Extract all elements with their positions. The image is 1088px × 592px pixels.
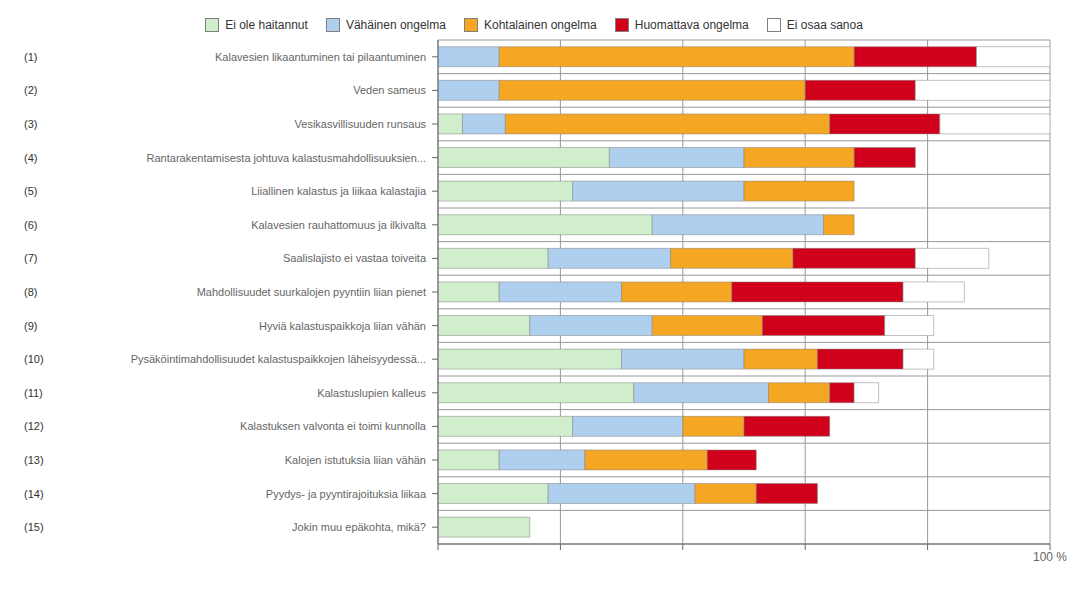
svg-text:(8): (8) (24, 286, 37, 298)
svg-text:(9): (9) (24, 320, 37, 332)
svg-text:Jokin muu epäkohta, mikä?: Jokin muu epäkohta, mikä? (292, 521, 426, 533)
svg-text:(3): (3) (24, 118, 37, 130)
html-text:Vähäinen ongelma: Vähäinen ongelma (345, 18, 446, 32)
svg-text:Kalavesien likaantuminen tai p: Kalavesien likaantuminen tai pilaantumin… (215, 51, 426, 63)
svg-text:(5): (5) (24, 185, 37, 197)
svg-text:Vesikasvillisuuden runsaus: Vesikasvillisuuden runsaus (295, 118, 427, 130)
html-text:Kohtalainen ongelma: Kohtalainen ongelma (484, 18, 597, 32)
svg-text:Veden sameus: Veden sameus (353, 84, 426, 96)
svg-text:Hyviä kalastuspaikkoja liian v: Hyviä kalastuspaikkoja liian vähän (259, 320, 426, 332)
html-text:Ei osaa sanoa: Ei osaa sanoa (786, 18, 863, 32)
svg-text:Saalislajisto ei vastaa toivei: Saalislajisto ei vastaa toiveita (283, 252, 427, 264)
svg-text:(10): (10) (24, 353, 44, 365)
svg-text:Mahdollisuudet suurkalojen pyy: Mahdollisuudet suurkalojen pyyntiin liia… (197, 286, 426, 298)
svg-text:(12): (12) (24, 420, 44, 432)
svg-text:(6): (6) (24, 219, 37, 231)
html-text:Huomattava ongelma: Huomattava ongelma (634, 18, 749, 32)
html-text:Ei ole haitannut: Ei ole haitannut (225, 18, 308, 32)
svg-text:(14): (14) (24, 488, 44, 500)
svg-text:100 %: 100 % (1033, 550, 1067, 564)
svg-text:Kalojen istutuksia liian vähän: Kalojen istutuksia liian vähän (285, 454, 426, 466)
svg-text:Kalavesien rauhattomuus ja ilk: Kalavesien rauhattomuus ja ilkivalta (251, 219, 427, 231)
svg-text:(15): (15) (24, 521, 44, 533)
svg-text:(4): (4) (24, 152, 37, 164)
svg-text:Pyydys- ja pyyntirajoituksia l: Pyydys- ja pyyntirajoituksia liikaa (266, 488, 427, 500)
svg-text:Kalastuksen valvonta ei toimi: Kalastuksen valvonta ei toimi kunnolla (240, 420, 427, 432)
svg-text:Kalastuslupien kalleus: Kalastuslupien kalleus (317, 387, 426, 399)
svg-text:(11): (11) (24, 387, 43, 399)
svg-text:(7): (7) (24, 252, 37, 264)
svg-text:(13): (13) (24, 454, 44, 466)
svg-text:Rantarakentamisesta johtuva ka: Rantarakentamisesta johtuva kalastusmahd… (147, 152, 426, 164)
svg-text:(2): (2) (24, 84, 37, 96)
svg-text:Pysäköintimahdollisuudet kalas: Pysäköintimahdollisuudet kalastuspaikkoj… (131, 353, 426, 365)
svg-text:Liiallinen kalastus ja liikaa: Liiallinen kalastus ja liikaa kalastajia (251, 185, 427, 197)
svg-text:(1): (1) (24, 51, 37, 63)
